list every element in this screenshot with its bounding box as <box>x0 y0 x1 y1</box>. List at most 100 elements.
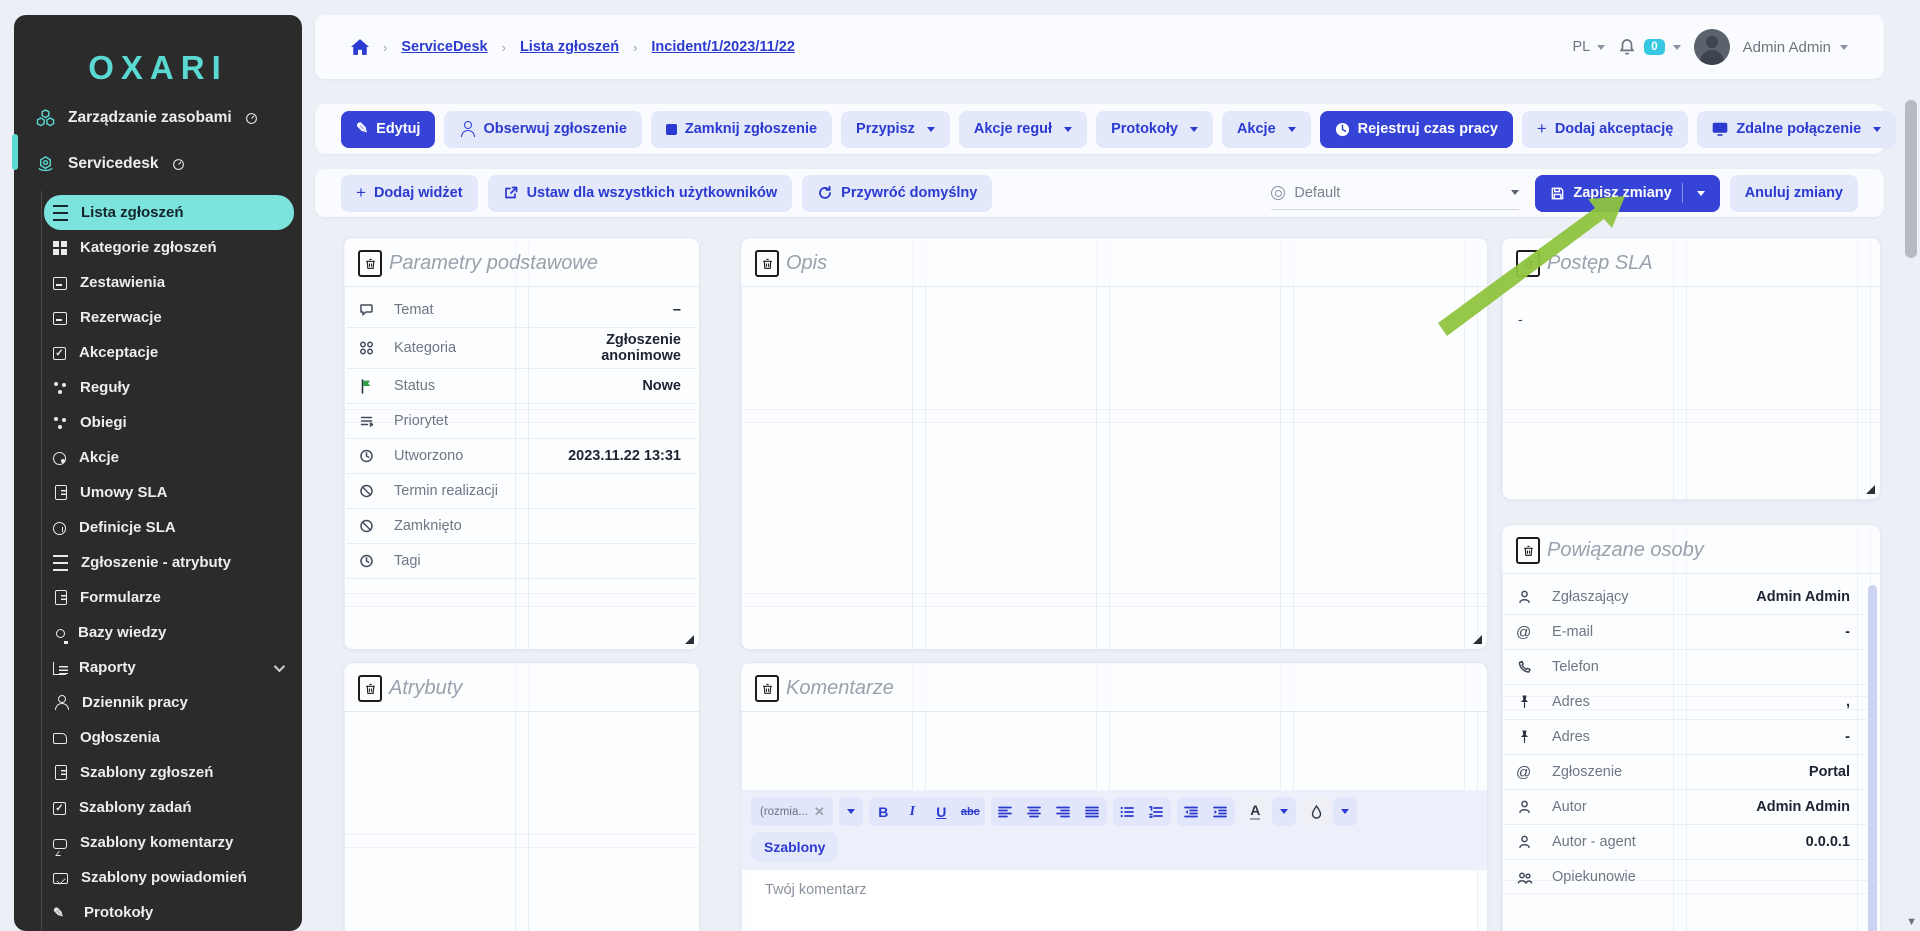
align-center-button[interactable] <box>1020 797 1049 826</box>
assign-dropdown-button[interactable]: Przypisz <box>841 110 950 148</box>
bullet-list-button[interactable] <box>1113 797 1142 826</box>
sidebar-section-assets[interactable]: Zarządzanie zasobami <box>14 103 302 133</box>
indent-button[interactable] <box>1206 797 1235 826</box>
nav-label: Szablony powiadomień <box>81 869 247 886</box>
user-icon <box>1516 834 1552 850</box>
sidebar-item-protokoly[interactable]: Protokoły <box>44 895 294 930</box>
sidebar-item-zgloszenie-atrybuty[interactable]: Zgłoszenie - atrybuty <box>44 545 294 580</box>
font-color-button[interactable]: A <box>1240 797 1270 826</box>
bold-button[interactable]: B <box>878 803 889 820</box>
font-size-value: (rozmia... <box>760 805 808 818</box>
field-label: Kategoria <box>394 339 457 356</box>
chevron-down-icon <box>1873 126 1882 132</box>
breadcrumb-link-lista[interactable]: Lista zgłoszeń <box>519 39 620 55</box>
field-row-termin-realizacji: Termin realizacji <box>346 474 697 509</box>
underline-button[interactable]: U <box>936 803 947 820</box>
save-changes-button[interactable]: Zapisz zmiany <box>1535 174 1720 212</box>
restore-default-button[interactable]: Przywróć domyślny <box>802 174 993 212</box>
sidebar-section-servicedesk[interactable]: Servicedesk <box>14 149 302 179</box>
sidebar-item-szablony-powiadomien[interactable]: Szablony powiadomień <box>44 860 294 895</box>
set-for-all-users-button[interactable]: Ustaw dla wszystkich użytkowników <box>487 174 793 212</box>
layout-select[interactable]: Default <box>1271 176 1520 210</box>
outdent-button[interactable] <box>1177 797 1206 826</box>
add-widget-button[interactable]: + Dodaj widżet <box>341 174 478 212</box>
sidebar-item-szablony-komentarzy[interactable]: Szablony komentarzy <box>44 825 294 860</box>
language-selector[interactable]: PL <box>1572 39 1606 55</box>
field-row-opiekunowie: Opiekunowie <box>1504 860 1866 895</box>
sidebar-item-rezerwacje[interactable]: Rezerwacje <box>44 300 294 335</box>
delete-widget-icon[interactable] <box>358 250 382 277</box>
delete-widget-icon[interactable] <box>1516 537 1540 564</box>
announcements-icon <box>53 733 67 744</box>
align-right-button[interactable] <box>1049 797 1078 826</box>
edit-button[interactable]: ✎ Edytuj <box>341 110 436 148</box>
sidebar-item-szablony-zgloszen[interactable]: Szablony zgłoszeń <box>44 755 294 790</box>
resize-handle[interactable] <box>1866 485 1875 494</box>
resize-handle[interactable] <box>685 635 694 644</box>
align-justify-button[interactable] <box>1078 797 1107 826</box>
cancel-changes-button[interactable]: Anuluj zmiany <box>1729 174 1858 212</box>
field-row-temat: Temat – <box>346 293 697 328</box>
sidebar-item-akceptacje[interactable]: Akceptacje <box>44 335 294 370</box>
text-style-group: B I U abc <box>868 797 985 826</box>
sidebar-item-zestawienia[interactable]: Zestawienia <box>44 265 294 300</box>
sidebar-item-definicje-sla[interactable]: Definicje SLA <box>44 510 294 545</box>
italic-button[interactable]: I <box>909 803 916 819</box>
page-scrollbar[interactable] <box>1904 86 1919 916</box>
rules-icon <box>53 381 67 395</box>
panel-header: Powiązane osoby <box>1502 525 1880 574</box>
sidebar-item-dziennik-pracy[interactable]: Dziennik pracy <box>44 685 294 720</box>
templates-button[interactable]: Szablony <box>751 832 839 862</box>
panel-title: Parametry podstawowe <box>389 252 598 274</box>
breadcrumb-link-incident[interactable]: Incident/1/2023/11/22 <box>651 39 795 55</box>
actions-dropdown-button[interactable]: Akcje <box>1221 110 1311 148</box>
chevron-down-icon <box>839 797 863 826</box>
delete-widget-icon[interactable] <box>755 675 779 702</box>
notifications-bell[interactable]: 0 <box>1618 38 1681 56</box>
notification-template-icon <box>53 873 68 884</box>
font-size-caret[interactable] <box>838 797 863 826</box>
strikethrough-button[interactable]: abc <box>960 805 980 818</box>
sidebar-item-reguly[interactable]: Reguły <box>44 370 294 405</box>
remote-connection-dropdown-button[interactable]: Zdalne połączenie <box>1697 110 1897 148</box>
scrollbar-thumb[interactable] <box>1905 100 1917 258</box>
sidebar-item-lista-zgloszen[interactable]: Lista zgłoszeń <box>44 195 294 230</box>
font-size-select[interactable]: (rozmia... ✕ <box>751 797 833 826</box>
align-left-button[interactable] <box>991 797 1020 826</box>
sidebar-item-formularze[interactable]: Formularze <box>44 580 294 615</box>
panel-scrollbar[interactable] <box>1868 585 1877 931</box>
resize-handle[interactable] <box>1473 635 1482 644</box>
close-ticket-button[interactable]: Zamknij zgłoszenie <box>650 110 833 148</box>
scrollbar-down-arrow[interactable]: ▼ <box>1906 916 1917 928</box>
delete-widget-icon[interactable] <box>358 675 382 702</box>
register-work-time-button[interactable]: Rejestruj czas pracy <box>1319 110 1513 148</box>
delete-widget-icon[interactable] <box>755 250 779 277</box>
sidebar-item-akcje[interactable]: Akcje <box>44 440 294 475</box>
protocols-dropdown-button[interactable]: Protokoły <box>1096 110 1213 148</box>
sidebar-item-kategorie-zgloszen[interactable]: Kategorie zgłoszeń <box>44 230 294 265</box>
chevron-down-icon[interactable] <box>1332 797 1357 826</box>
button-label: Zdalne połączenie <box>1736 121 1862 137</box>
sidebar-item-obiegi[interactable]: Obiegi <box>44 405 294 440</box>
nav-label: Szablony komentarzy <box>80 834 234 851</box>
delete-widget-icon[interactable] <box>1516 250 1540 277</box>
sidebar-item-umowy-sla[interactable]: Umowy SLA <box>44 475 294 510</box>
sidebar-item-szablony-zadan[interactable]: Szablony zadań <box>44 790 294 825</box>
comment-input[interactable]: Twój komentarz <box>751 870 1477 931</box>
rule-actions-dropdown-button[interactable]: Akcje reguł <box>958 110 1088 148</box>
numbered-list-button[interactable] <box>1142 797 1171 826</box>
checklist-icon <box>53 346 66 360</box>
field-value: Admin Admin <box>1756 589 1850 605</box>
clear-icon[interactable]: ✕ <box>813 803 825 819</box>
add-acceptance-button[interactable]: + Dodaj akceptację <box>1521 110 1689 148</box>
sidebar-item-raporty[interactable]: Raporty <box>44 650 294 685</box>
breadcrumb-link-servicedesk[interactable]: ServiceDesk <box>401 39 488 55</box>
chevron-down-icon[interactable] <box>1271 797 1296 826</box>
user-menu[interactable]: Admin Admin <box>1743 39 1848 56</box>
sidebar-item-ogloszenia[interactable]: Ogłoszenia <box>44 720 294 755</box>
sidebar-item-bazy-wiedzy[interactable]: Bazy wiedzy <box>44 615 294 650</box>
home-icon[interactable] <box>351 39 369 55</box>
user-avatar[interactable] <box>1693 29 1730 65</box>
highlight-droplet-icon[interactable] <box>1301 797 1331 826</box>
observe-ticket-button[interactable]: Obserwuj zgłoszenie <box>444 110 642 148</box>
